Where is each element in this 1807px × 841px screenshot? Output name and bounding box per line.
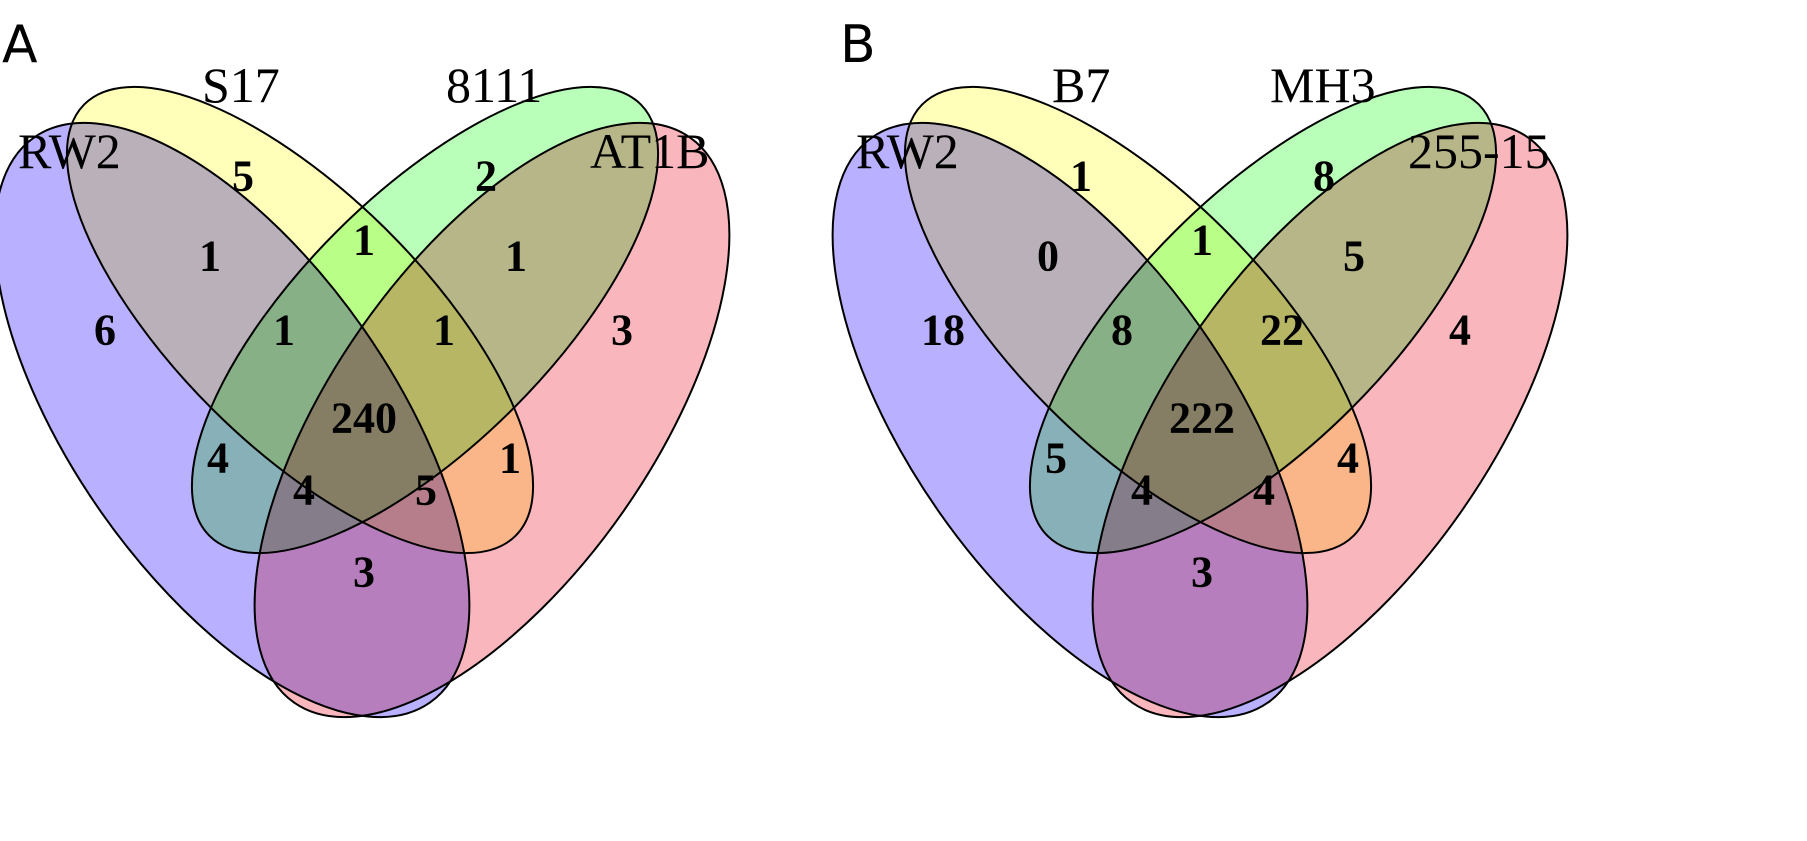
set-outline-4 <box>1091 121 1569 719</box>
region-count-r13: 5 <box>1045 434 1067 483</box>
set-label-1: RW2 <box>18 123 121 179</box>
region-count-only-1: 6 <box>94 306 116 355</box>
set-label-1: RW2 <box>856 123 959 179</box>
region-count-r1234: 222 <box>1169 394 1235 443</box>
region-count-r1234: 240 <box>331 394 397 443</box>
set-outline-1 <box>831 121 1309 719</box>
set-label-2: B7 <box>1052 57 1110 113</box>
set-label-4: AT1B <box>590 123 709 179</box>
region-count-r134: 4 <box>1131 466 1153 515</box>
venn-ellipses <box>0 86 730 718</box>
region-count-r123: 8 <box>1111 306 1133 355</box>
region-count-r124: 5 <box>415 466 437 515</box>
panel-letter: B <box>840 15 876 75</box>
set-outline-1 <box>0 121 471 719</box>
region-count-r13: 4 <box>207 434 229 483</box>
panel-letter: A <box>2 15 38 75</box>
region-count-r134: 4 <box>293 466 315 515</box>
set-label-2: S17 <box>202 57 280 113</box>
region-count-only-3: 8 <box>1313 152 1335 201</box>
venn-ellipses <box>832 86 1568 718</box>
region-count-only-3: 2 <box>475 152 497 201</box>
region-count-r124: 4 <box>1253 466 1275 515</box>
region-count-r234: 22 <box>1260 306 1304 355</box>
set-outline-3 <box>190 85 660 555</box>
set-label-3: 8111 <box>446 57 542 113</box>
region-count-r23: 1 <box>1191 216 1213 265</box>
region-count-only-1: 18 <box>921 306 965 355</box>
region-count-r24: 4 <box>1337 434 1359 483</box>
region-count-r34: 5 <box>1343 232 1365 281</box>
set-label-4: 255-15 <box>1408 123 1550 179</box>
region-count-r34: 1 <box>505 232 527 281</box>
region-count-only-2: 5 <box>232 152 254 201</box>
set-label-3: MH3 <box>1270 57 1376 113</box>
region-count-only-2: 1 <box>1070 152 1092 201</box>
region-count-r234: 1 <box>433 306 455 355</box>
set-ellipse-4 <box>1092 122 1568 718</box>
region-count-only-4: 4 <box>1449 306 1471 355</box>
region-count-r23: 1 <box>353 216 375 265</box>
region-count-r14: 3 <box>1191 548 1213 597</box>
set-ellipse-4 <box>254 122 730 718</box>
region-count-r12: 1 <box>199 232 221 281</box>
set-outline-3 <box>1028 85 1498 555</box>
region-count-r24: 1 <box>499 434 521 483</box>
region-count-r123: 1 <box>273 306 295 355</box>
region-count-only-4: 3 <box>611 306 633 355</box>
region-count-r14: 3 <box>353 548 375 597</box>
set-outline-4 <box>253 121 731 719</box>
region-count-r12: 0 <box>1037 232 1059 281</box>
